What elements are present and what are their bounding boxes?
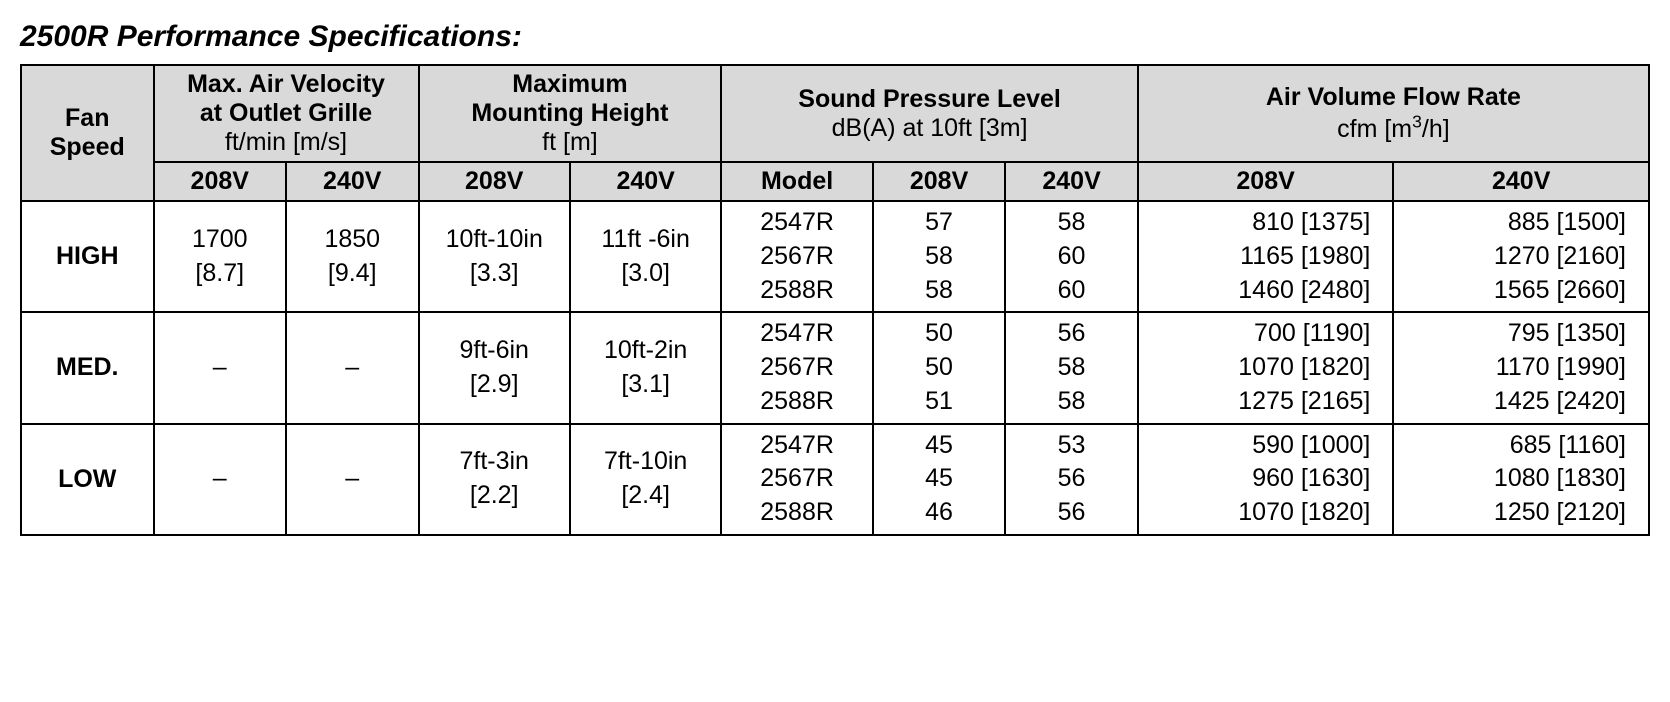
hdr-flow: Air Volume Flow Rate cfm [m3/h] <box>1138 65 1649 162</box>
cell-flow-240: 795 [1350]1170 [1990]1425 [2420] <box>1393 312 1649 423</box>
hdr-spl-208: 208V <box>873 162 1006 201</box>
cell-av-240: – <box>286 312 419 423</box>
cell-spl-240: 586060 <box>1005 201 1138 312</box>
cell-fan-speed: HIGH <box>21 201 154 312</box>
hdr-av-240: 240V <box>286 162 419 201</box>
cell-flow-240: 885 [1500]1270 [2160]1565 [2660] <box>1393 201 1649 312</box>
hdr-flow-208: 208V <box>1138 162 1394 201</box>
cell-fan-speed: LOW <box>21 424 154 535</box>
hdr-mount-height: Maximum Mounting Height ft [m] <box>419 65 722 162</box>
cell-spl-240: 565858 <box>1005 312 1138 423</box>
cell-model: 2547R2567R2588R <box>721 312 872 423</box>
cell-spl-208: 505051 <box>873 312 1006 423</box>
cell-av-208: – <box>154 312 287 423</box>
table-row: HIGH1700 [8.7]1850 [9.4]10ft-10in [3.3]1… <box>21 201 1649 312</box>
cell-mh-240: 11ft -6in [3.0] <box>570 201 721 312</box>
hdr-spl-240: 240V <box>1005 162 1138 201</box>
cell-mh-208: 7ft-3in [2.2] <box>419 424 570 535</box>
cell-flow-240: 685 [1160]1080 [1830]1250 [2120] <box>1393 424 1649 535</box>
cell-spl-208: 575858 <box>873 201 1006 312</box>
table-header-row-1: Fan Speed Max. Air Velocity at Outlet Gr… <box>21 65 1649 162</box>
hdr-av-208: 208V <box>154 162 287 201</box>
cell-mh-208: 9ft-6in [2.9] <box>419 312 570 423</box>
cell-av-240: – <box>286 424 419 535</box>
table-row: MED.––9ft-6in [2.9]10ft-2in [3.1]2547R25… <box>21 312 1649 423</box>
cell-flow-208: 700 [1190]1070 [1820]1275 [2165] <box>1138 312 1394 423</box>
cell-model: 2547R2567R2588R <box>721 424 872 535</box>
hdr-spl: Sound Pressure Level dB(A) at 10ft [3m] <box>721 65 1137 162</box>
cell-av-208: – <box>154 424 287 535</box>
cell-spl-240: 535656 <box>1005 424 1138 535</box>
spec-table: Fan Speed Max. Air Velocity at Outlet Gr… <box>20 64 1650 536</box>
cell-spl-208: 454546 <box>873 424 1006 535</box>
cell-model: 2547R2567R2588R <box>721 201 872 312</box>
cell-flow-208: 810 [1375]1165 [1980]1460 [2480] <box>1138 201 1394 312</box>
hdr-mh-240: 240V <box>570 162 721 201</box>
table-row: LOW––7ft-3in [2.2]7ft-10in [2.4]2547R256… <box>21 424 1649 535</box>
cell-mh-208: 10ft-10in [3.3] <box>419 201 570 312</box>
hdr-mh-208: 208V <box>419 162 570 201</box>
page-title: 2500R Performance Specifications: <box>20 20 1650 54</box>
cell-flow-208: 590 [1000]960 [1630]1070 [1820] <box>1138 424 1394 535</box>
cell-av-240: 1850 [9.4] <box>286 201 419 312</box>
hdr-fan-speed: Fan Speed <box>21 65 154 201</box>
hdr-air-velocity: Max. Air Velocity at Outlet Grille ft/mi… <box>154 65 419 162</box>
cell-av-208: 1700 [8.7] <box>154 201 287 312</box>
table-body: HIGH1700 [8.7]1850 [9.4]10ft-10in [3.3]1… <box>21 201 1649 535</box>
cell-mh-240: 7ft-10in [2.4] <box>570 424 721 535</box>
hdr-model: Model <box>721 162 872 201</box>
hdr-flow-240: 240V <box>1393 162 1649 201</box>
table-header-row-2: 208V 240V 208V 240V Model 208V 240V 208V… <box>21 162 1649 201</box>
cell-mh-240: 10ft-2in [3.1] <box>570 312 721 423</box>
cell-fan-speed: MED. <box>21 312 154 423</box>
